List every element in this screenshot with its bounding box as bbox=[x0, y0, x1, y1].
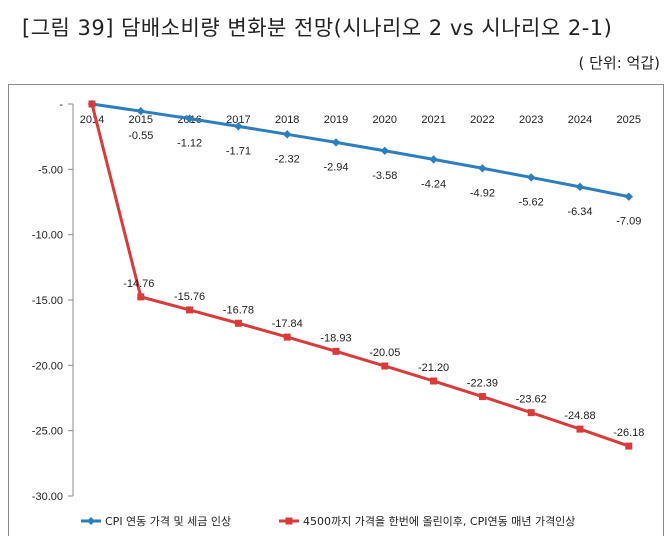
data-point bbox=[185, 114, 194, 123]
data-label: -0.55 bbox=[128, 130, 153, 142]
data-label: -15.76 bbox=[174, 291, 205, 303]
data-label: -18.93 bbox=[320, 332, 351, 344]
data-point bbox=[234, 122, 243, 131]
data-point bbox=[234, 319, 242, 327]
chart-frame: - -5.00 -10.00 -15.00 -20.00 -25.00 -30.00 2014… bbox=[8, 84, 664, 536]
series-line-1 bbox=[91, 102, 630, 199]
y-tick-label: -20.00 bbox=[32, 360, 63, 372]
y-tick-label: -15.00 bbox=[32, 295, 63, 307]
x-tick-label: 2024 bbox=[568, 114, 592, 126]
data-label: -7.09 bbox=[616, 216, 641, 228]
x-tick-label: 2017 bbox=[226, 114, 250, 126]
legend-label: CPI 연동 가격 및 세금 인상 bbox=[105, 515, 231, 528]
y-tick-label: -10.00 bbox=[32, 230, 63, 242]
data-label: -3.58 bbox=[372, 170, 397, 182]
data-label: -4.24 bbox=[421, 178, 446, 190]
data-point bbox=[478, 164, 487, 173]
data-label: -1.12 bbox=[177, 138, 202, 150]
data-label: -22.39 bbox=[467, 378, 498, 390]
x-tick-label: 2014 bbox=[80, 114, 104, 126]
y-tick-label: -5.00 bbox=[38, 164, 63, 176]
data-point bbox=[429, 155, 438, 164]
series-line-2 bbox=[90, 103, 630, 448]
data-point bbox=[331, 138, 341, 147]
data-label: -24.88 bbox=[564, 410, 595, 422]
data-point bbox=[624, 192, 633, 201]
data-label: -5.62 bbox=[519, 196, 544, 208]
data-label: -6.34 bbox=[567, 206, 592, 218]
unit-note: ( 단위: 억갑) bbox=[578, 54, 661, 72]
data-point bbox=[527, 409, 535, 417]
data-label: -4.92 bbox=[470, 187, 495, 199]
x-tick-label: 2018 bbox=[275, 114, 299, 126]
data-label: -2.94 bbox=[323, 161, 348, 173]
data-label: -26.18 bbox=[613, 427, 644, 439]
data-point bbox=[186, 306, 194, 314]
data-label: -2.32 bbox=[275, 153, 300, 165]
data-point bbox=[430, 377, 438, 385]
x-tick-label: 2023 bbox=[519, 114, 543, 126]
x-tick-label: 2022 bbox=[470, 114, 494, 126]
data-point bbox=[575, 182, 585, 192]
x-tick-label: 2015 bbox=[129, 114, 153, 126]
data-point bbox=[332, 347, 340, 355]
legend-marker bbox=[285, 517, 293, 525]
data-label: -21.20 bbox=[418, 362, 449, 374]
data-point bbox=[137, 293, 145, 301]
data-point bbox=[381, 362, 389, 370]
data-point bbox=[136, 106, 145, 116]
data-point bbox=[478, 393, 486, 401]
legend-label: 4500까지 가격을 한번에 올린이후, CPI연동 매년 가격인상 bbox=[303, 515, 575, 528]
y-tick-label: - bbox=[59, 99, 63, 111]
x-tick-label: 2025 bbox=[617, 114, 641, 126]
data-label: -17.84 bbox=[272, 318, 303, 330]
data-label: -14.76 bbox=[123, 278, 154, 290]
x-tick-label: 2019 bbox=[324, 114, 348, 126]
data-label: -20.05 bbox=[369, 347, 400, 359]
data-point bbox=[576, 425, 584, 433]
chart-title: [그림 39] 담배소비량 변화분 전망(시나리오 2 vs 시나리오 2-1) bbox=[22, 16, 613, 40]
y-tick-label: -30.00 bbox=[32, 491, 63, 503]
data-label: -1.71 bbox=[226, 145, 251, 157]
data-point bbox=[88, 100, 96, 108]
y-tick-label: -25.00 bbox=[32, 426, 63, 438]
data-point bbox=[527, 173, 536, 182]
x-tick-label: 2021 bbox=[421, 114, 445, 126]
data-point bbox=[283, 130, 292, 139]
data-point bbox=[380, 146, 389, 155]
data-label: -23.62 bbox=[516, 394, 547, 406]
legend-marker bbox=[87, 517, 95, 525]
line-chart: - -5.00 -10.00 -15.00 -20.00 -25.00 -30.00 2014… bbox=[32, 99, 645, 528]
data-point bbox=[283, 333, 291, 341]
x-tick-label: 2020 bbox=[373, 114, 397, 126]
data-label: -16.78 bbox=[223, 304, 254, 316]
data-point bbox=[625, 442, 633, 450]
